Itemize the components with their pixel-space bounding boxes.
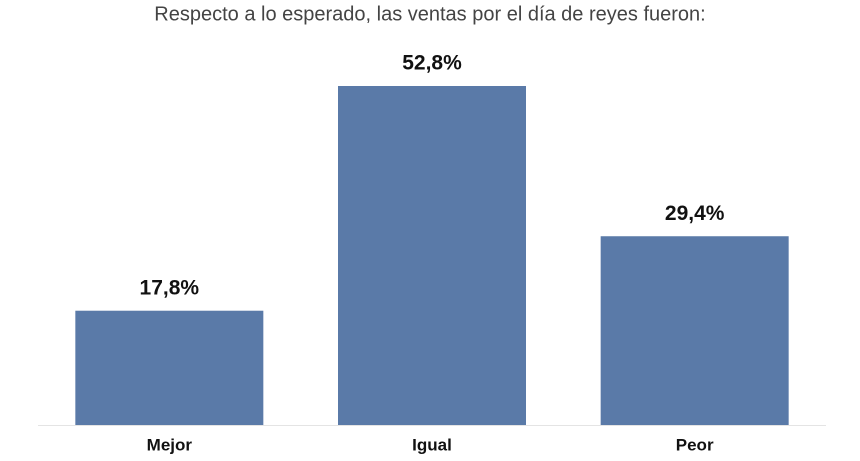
value-label: 17,8% (140, 276, 200, 299)
x-tick-label: Igual (412, 435, 452, 454)
bar (75, 310, 264, 425)
x-tick-label: Mejor (147, 435, 193, 454)
x-tick-label: Peor (676, 435, 714, 454)
bar (600, 236, 789, 425)
value-label: 52,8% (402, 52, 462, 75)
bar (338, 86, 526, 425)
chart-title: Respecto a lo esperado, las ventas por e… (154, 3, 705, 25)
value-label: 29,4% (665, 202, 725, 225)
